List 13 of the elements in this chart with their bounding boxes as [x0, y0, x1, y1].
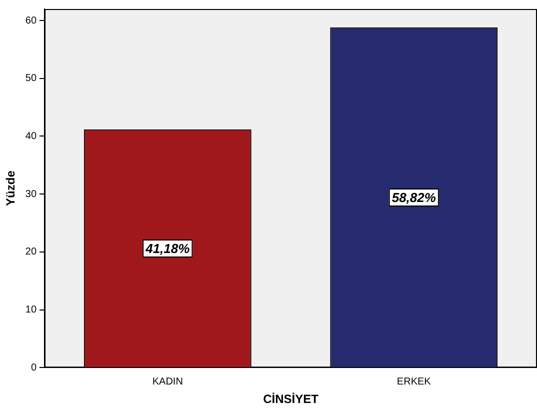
- y-axis-title: Yüzde: [4, 170, 18, 206]
- y-tick-label: 40: [25, 130, 37, 142]
- y-tick-label: 30: [25, 188, 37, 200]
- y-tick-label: 20: [25, 246, 37, 258]
- y-tick-label: 0: [30, 362, 37, 374]
- y-tick-label: 60: [25, 15, 37, 26]
- x-tick-label: KADIN: [152, 376, 183, 388]
- data-label: 41,18%: [144, 241, 190, 256]
- x-tick-label: ERKEK: [396, 376, 432, 388]
- x-axis-title: CİNSİYET: [263, 392, 320, 406]
- y-tick-label: 50: [25, 73, 37, 84]
- data-label: 58,82%: [392, 190, 436, 206]
- y-tick-label: 10: [25, 304, 37, 316]
